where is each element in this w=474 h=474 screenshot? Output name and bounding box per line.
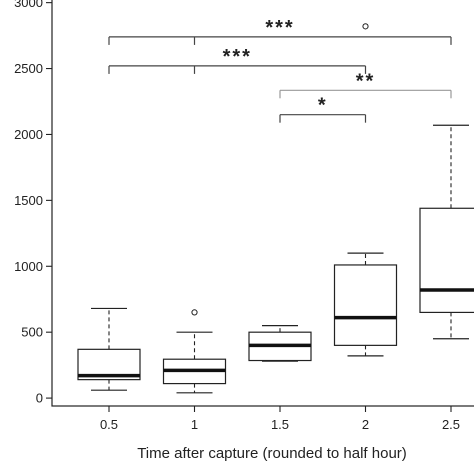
x-tick-label: 0.5 [100,417,118,432]
box-2 [333,23,398,357]
box-0.5 [77,307,141,391]
x-axis: 0.5 1 1.5 2 2.5 [100,406,460,432]
significance-bracket: * [279,95,367,123]
y-tick-label: 2000 [14,127,43,142]
y-tick-label: 3000 [14,0,43,10]
x-tick-label: 2.5 [442,417,460,432]
x-tick-label: 1.5 [271,417,289,432]
box-series [77,23,474,394]
iqr-box [333,264,398,346]
box-1 [162,309,227,394]
y-axis: 0 500 1000 1500 2000 2500 3000 [14,0,52,406]
x-tick-label: 1 [191,417,198,432]
x-tick-label: 2 [362,417,369,432]
significance-brackets: ********* [108,17,452,123]
box-2.5 [419,124,474,340]
y-tick-label: 1500 [14,193,43,208]
significance-label: * [318,95,328,117]
y-tick-label: 1000 [14,259,43,274]
y-tick-label: 500 [21,325,43,340]
outlier-point [362,23,369,30]
iqr-box [419,207,474,314]
y-tick-label: 2500 [14,61,43,76]
box-1.5 [248,324,312,362]
significance-label: *** [265,17,294,39]
significance-bracket: ** [279,70,452,99]
significance-label: ** [356,70,376,92]
plot-frame [51,0,474,407]
x-axis-title: Time after capture (rounded to half hour… [137,445,407,462]
significance-bracket: *** [108,46,367,74]
outlier-point [191,309,198,316]
significance-label: *** [223,46,252,68]
significance-bracket: *** [108,17,452,45]
y-tick-label: 0 [36,391,43,406]
